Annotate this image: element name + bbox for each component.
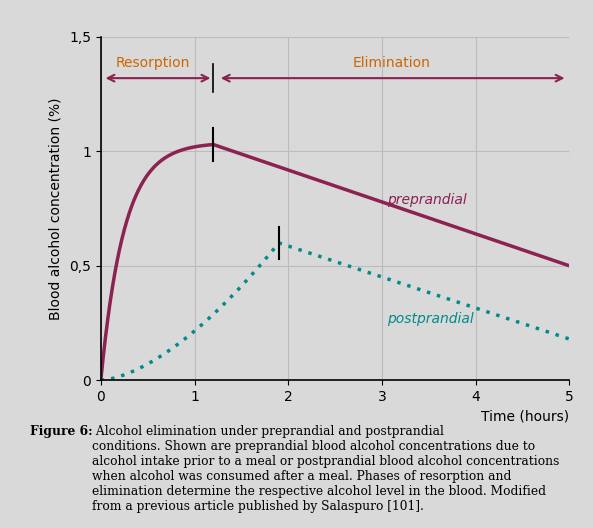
Y-axis label: Blood alcohol concentration (%): Blood alcohol concentration (%)	[48, 97, 62, 320]
Text: Resorption: Resorption	[115, 55, 190, 70]
X-axis label: Time (hours): Time (hours)	[481, 409, 569, 423]
Text: preprandial: preprandial	[387, 193, 466, 207]
Text: Alcohol elimination under preprandial and postprandial
conditions. Shown are pre: Alcohol elimination under preprandial an…	[92, 425, 559, 513]
Text: postprandial: postprandial	[387, 312, 473, 326]
Text: Elimination: Elimination	[352, 55, 430, 70]
Text: Figure 6:: Figure 6:	[30, 425, 93, 438]
